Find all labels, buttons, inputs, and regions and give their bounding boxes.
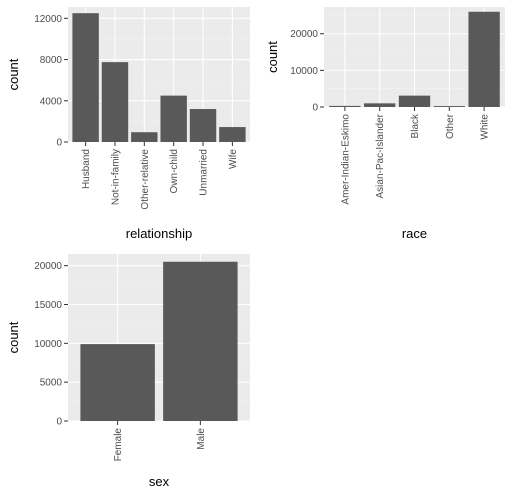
x-tick-label-female: Female	[113, 428, 124, 462]
x-tick-label-unmarried: Unmarried	[199, 149, 210, 196]
x-tick-label-husband: Husband	[81, 149, 92, 189]
bar-wife	[219, 127, 246, 142]
chart-race-y-axis-title: count	[265, 41, 280, 73]
bar-black	[398, 95, 431, 107]
chart-sex-x-axis-title: sex	[149, 474, 170, 489]
x-tick-label-other: Other	[445, 113, 456, 139]
x-tick-label-amer-indian-eskimo: Amer-Indian-Eskimo	[340, 114, 351, 205]
bar-female	[80, 344, 155, 421]
chart-relationship-y-axis-title: count	[6, 58, 21, 90]
bar-other	[433, 106, 465, 107]
x-tick-label-male: Male	[196, 428, 207, 450]
chart-sex-y-axis-title: count	[6, 321, 21, 353]
chart-sex-y-tick-label: 10000	[34, 339, 62, 350]
chart-relationship-y-tick-label: 0	[56, 138, 62, 149]
bar-asian-pac-islander	[364, 103, 396, 107]
chart-relationship-y-tick-label: 12000	[34, 14, 62, 25]
bar-husband	[72, 13, 99, 142]
chart-sex-y-tick-label: 20000	[34, 261, 62, 272]
bar-male	[163, 261, 238, 421]
chart-relationship-x-axis-title: relationship	[126, 226, 193, 241]
x-tick-label-black: Black	[410, 113, 421, 138]
chart-sex-panel: 0 5000 10000 15000 20000 Female Male sex count	[6, 254, 250, 489]
chart-relationship-y-tick-label: 4000	[40, 96, 63, 107]
chart-sex-y-tick-label: 15000	[34, 300, 62, 311]
chart-relationship-y-tick-label: 8000	[40, 55, 63, 66]
x-tick-label-own-child: Own-child	[169, 149, 180, 193]
chart-race-y-tick-label: 10000	[290, 66, 318, 77]
chart-sex-y-tick-label: 0	[56, 417, 62, 428]
bar-not-in-family	[101, 62, 129, 142]
chart-sex-y-tick-label: 5000	[40, 378, 63, 389]
x-tick-label-wife: Wife	[228, 149, 239, 169]
x-tick-label-white: White	[480, 114, 491, 140]
chart-race-y-tick-label: 0	[312, 103, 318, 114]
chart-race-panel: 0 10000 20000 Amer-Indian-Eskimo Asian-Pac-I…	[265, 7, 505, 241]
x-tick-label-asian-pac-islander: Asian-Pac-Islander	[375, 113, 386, 198]
bar-own-child	[160, 95, 187, 142]
bar-white	[468, 11, 500, 108]
bar-other-relative	[131, 132, 158, 142]
bar-unmarried	[189, 109, 217, 142]
bar-amer-indian-eskimo	[329, 105, 361, 107]
chart-race-x-axis-title: race	[402, 226, 427, 241]
x-tick-label-not-in-family: Not-in-family	[110, 149, 121, 205]
chart-race-y-tick-label: 20000	[290, 29, 318, 40]
x-tick-label-other-relative: Other-relative	[140, 149, 151, 210]
chart-relationship-panel: 0 4000 8000 12000 Husband Not-in-family Other-…	[6, 7, 250, 241]
